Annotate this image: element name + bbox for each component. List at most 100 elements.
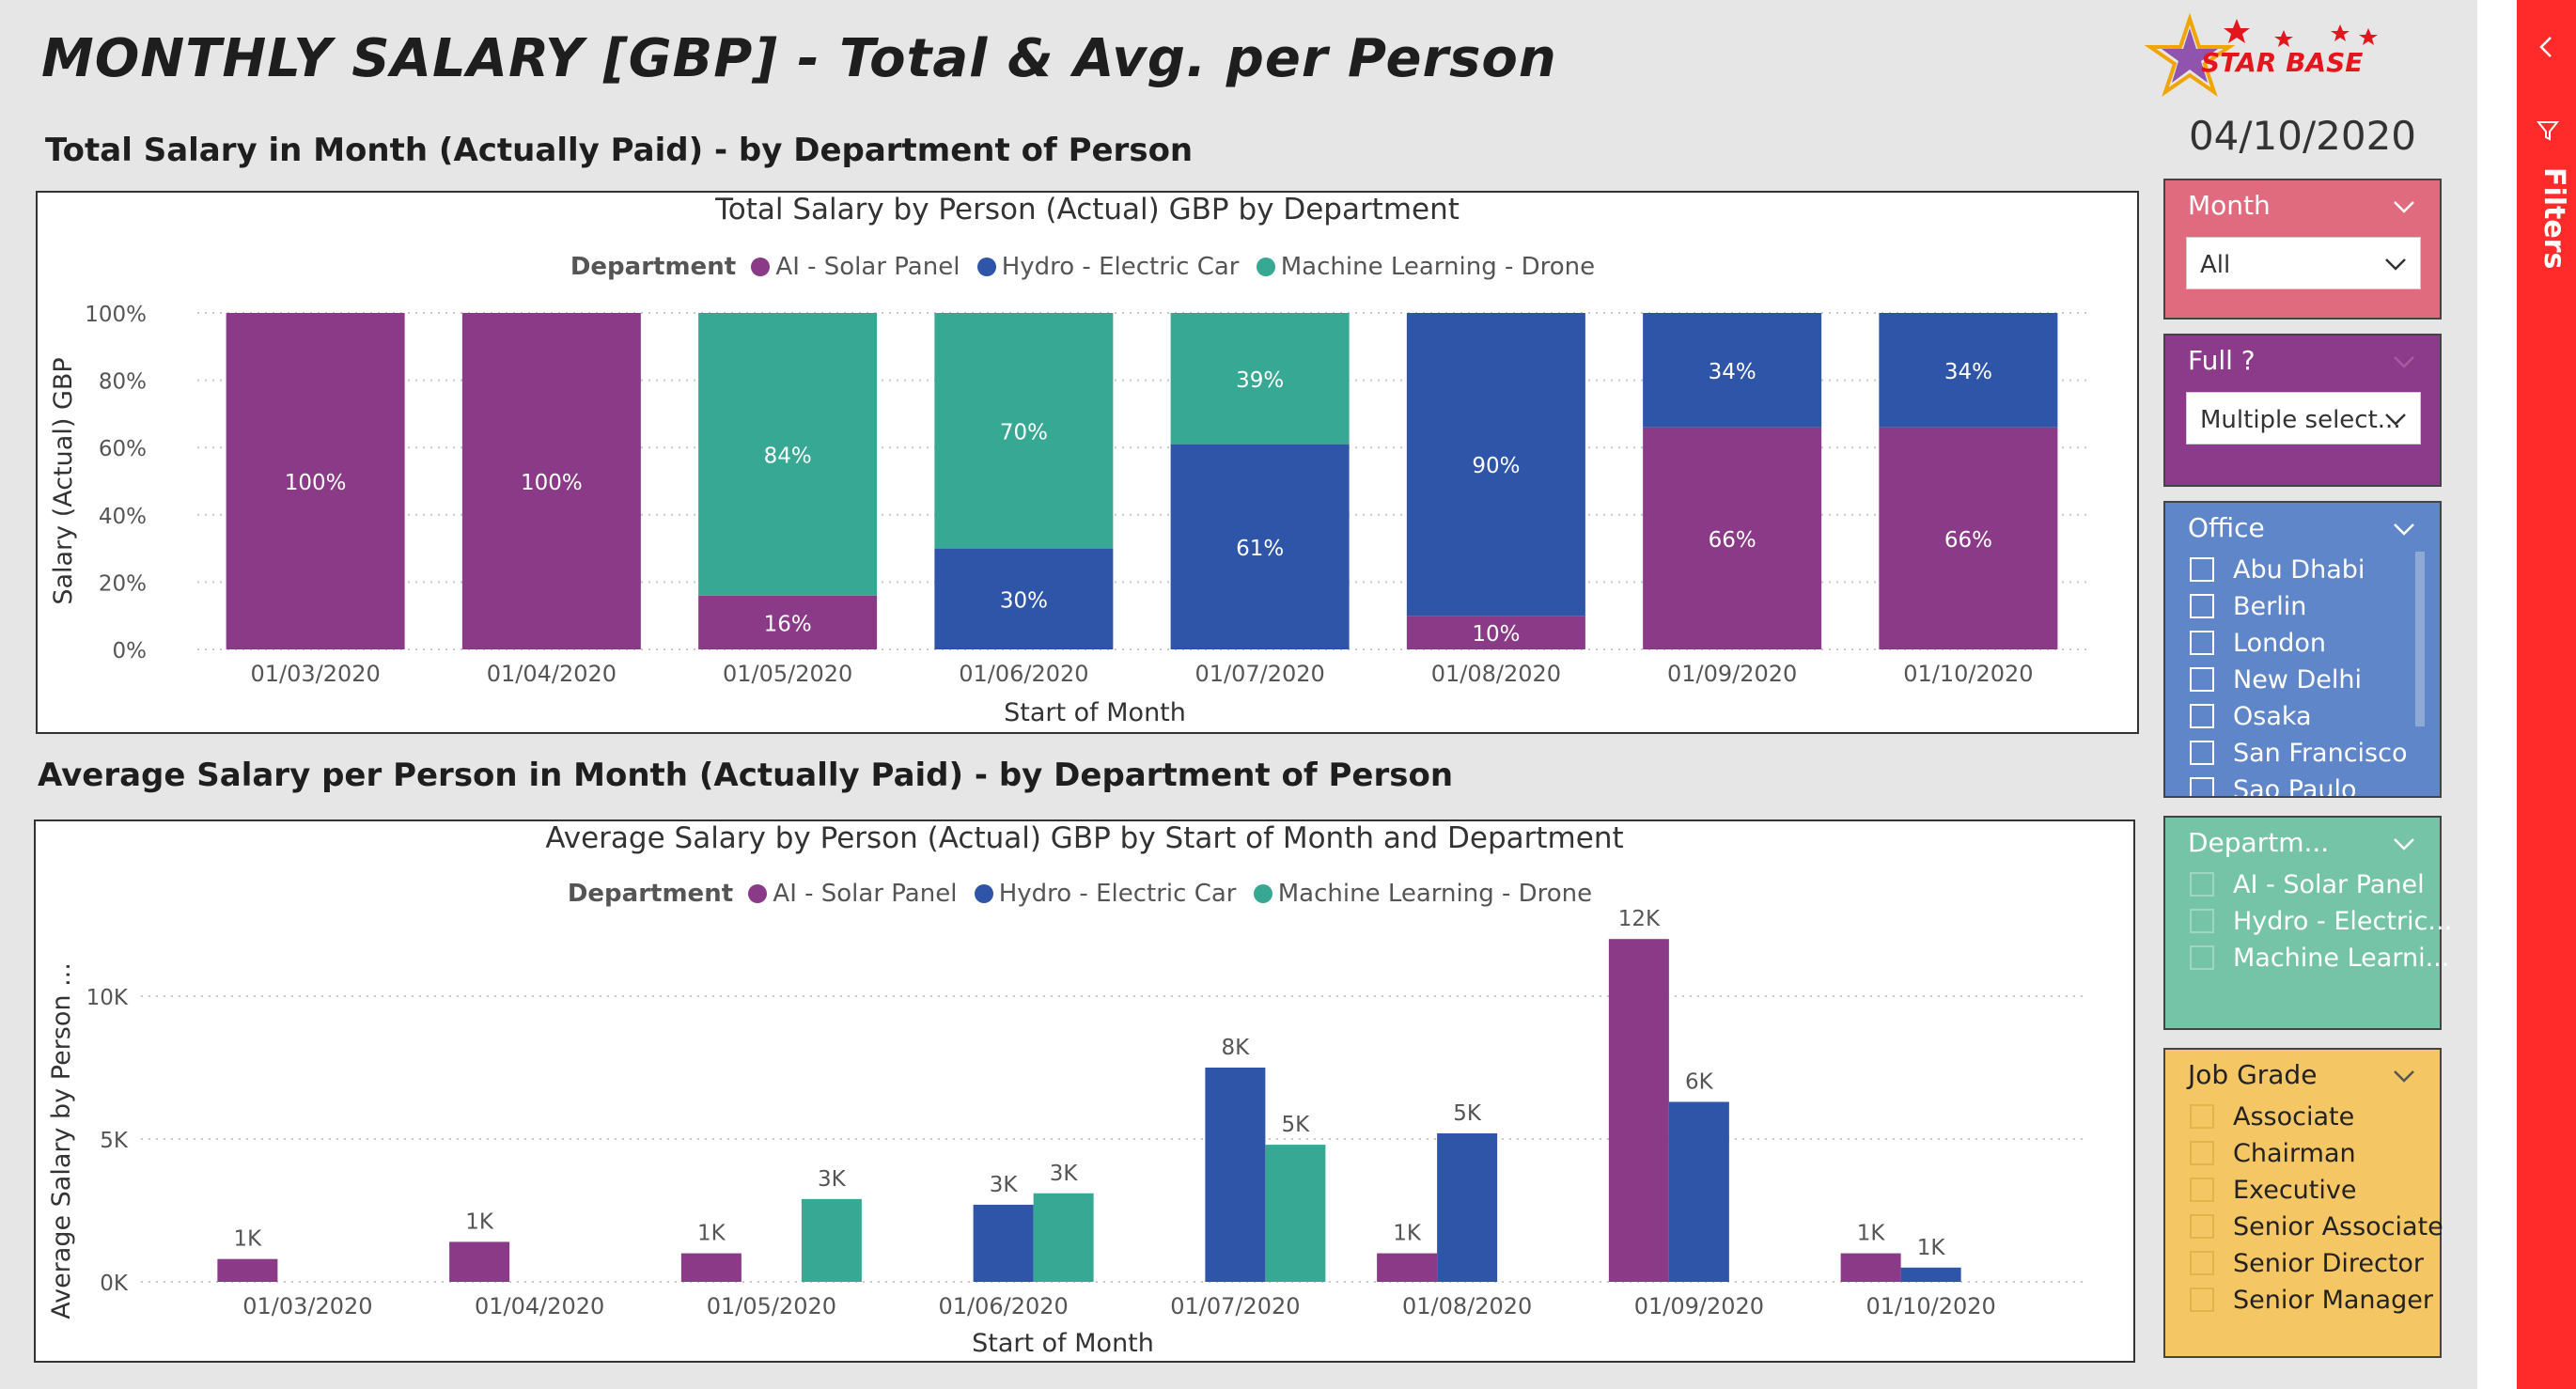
bar-segment (698, 595, 878, 649)
x-tick-label: 01/10/2020 (1903, 661, 2033, 687)
month-dropdown[interactable]: All (2186, 237, 2421, 289)
data-label: 100% (521, 471, 583, 495)
legend-item-hydro: Hydro - Electric Car (976, 253, 1239, 281)
data-label: 70% (1000, 420, 1048, 445)
x-tick-label: 01/09/2020 (1667, 661, 1797, 687)
x-tick-label: 01/04/2020 (487, 661, 617, 687)
office-slicer: Office Abu Dhabi Berlin London New Delhi… (2163, 501, 2442, 798)
job-grade-option[interactable]: Senior Associate (2190, 1212, 2443, 1241)
full-slicer-title: Full ? (2188, 345, 2256, 376)
chevron-down-icon[interactable] (2391, 194, 2417, 220)
office-option[interactable]: Abu Dhabi (2190, 555, 2365, 585)
filters-pane-label[interactable]: Filters (2537, 167, 2570, 270)
office-option[interactable]: Sao Paulo (2190, 775, 2357, 796)
checkbox-icon (2190, 909, 2214, 933)
x-tick-label: 01/04/2020 (475, 1293, 604, 1319)
office-option[interactable]: Osaka (2190, 702, 2312, 731)
chevron-down-icon (2385, 414, 2406, 426)
legend-title: Department (567, 880, 734, 908)
legend-dot-icon (751, 258, 771, 276)
bar (1668, 1101, 1729, 1282)
bar-segment (1170, 444, 1350, 649)
bar (1840, 1253, 1901, 1282)
department-option[interactable]: Hydro - Electric... (2190, 907, 2452, 936)
checkbox-icon (2190, 594, 2214, 618)
chevron-down-icon[interactable] (2391, 1063, 2417, 1089)
job-grade-option[interactable]: Senior Manager (2190, 1286, 2433, 1315)
y-tick-label: 0% (113, 639, 148, 663)
job-grade-option[interactable]: Executive (2190, 1176, 2356, 1205)
bar (1608, 939, 1669, 1282)
chart-title: Total Salary by Person (Actual) GBP by D… (715, 193, 1460, 226)
department-slicer-title: Departm... (2188, 827, 2330, 858)
chevron-down-icon[interactable] (2391, 349, 2417, 375)
checkbox-icon (2190, 1214, 2214, 1239)
y-tick-label: 40% (99, 505, 147, 529)
total-salary-section-title: Total Salary in Month (Actually Paid) - … (45, 132, 1194, 169)
y-tick-label: 5K (100, 1129, 129, 1153)
department-option[interactable]: AI - Solar Panel (2190, 870, 2425, 899)
y-tick-label: 60% (99, 437, 147, 461)
full-dropdown[interactable]: Multiple select... (2186, 392, 2421, 445)
job-grade-option[interactable]: Senior Director (2190, 1249, 2424, 1278)
filters-pane-collapsed[interactable] (2517, 0, 2576, 1389)
data-label: 1K (1857, 1222, 1886, 1246)
checkbox-icon (2190, 777, 2214, 796)
month-slicer-title: Month (2188, 190, 2271, 221)
data-label: 1K (1917, 1236, 1946, 1260)
chevron-left-icon[interactable] (2534, 34, 2560, 60)
checkbox-icon (2190, 741, 2214, 765)
bar-segment (1406, 616, 1585, 649)
checkbox-icon (2190, 667, 2214, 692)
legend-item-ml: Machine Learning - Drone (1253, 880, 1592, 908)
x-tick-label: 01/06/2020 (938, 1293, 1068, 1319)
data-label: 12K (1618, 907, 1661, 931)
total-salary-chart-panel: Total Salary by Person (Actual) GBP by D… (36, 191, 2139, 734)
bar (1033, 1193, 1094, 1282)
data-label: 1K (234, 1227, 263, 1252)
office-option[interactable]: New Delhi (2190, 665, 2362, 694)
x-tick-label: 01/05/2020 (707, 1293, 836, 1319)
bar (449, 1241, 510, 1282)
job-grade-option[interactable]: Chairman (2190, 1139, 2356, 1168)
data-label: 3K (990, 1173, 1019, 1197)
legend-dot-icon (974, 884, 993, 903)
x-tick-label: 01/08/2020 (1402, 1293, 1532, 1319)
starbase-logo: STAR BASE (2143, 9, 2406, 103)
chevron-down-icon[interactable] (2391, 831, 2417, 857)
data-label: 1K (697, 1222, 726, 1246)
bar-segment (1643, 313, 1822, 428)
y-axis-title: Salary (Actual) GBP (49, 357, 78, 604)
data-label: 1K (465, 1210, 494, 1234)
bar-segment (698, 313, 878, 596)
office-option[interactable]: London (2190, 629, 2326, 658)
data-label: 66% (1709, 528, 1756, 553)
avg-salary-chart[interactable]: 0K 5K 10K 1K 01/03/2020 1K 01/04/2020 1K 3K 01/05… (36, 821, 2133, 1361)
job-grade-option[interactable]: Associate (2190, 1102, 2354, 1131)
checkbox-icon (2190, 1288, 2214, 1312)
logo-text: STAR BASE (2201, 47, 2363, 78)
month-slicer: Month All (2163, 179, 2442, 320)
data-label: 100% (285, 471, 347, 495)
office-option[interactable]: Berlin (2190, 592, 2306, 621)
data-label: 3K (818, 1167, 847, 1192)
x-tick-label: 01/03/2020 (242, 1293, 372, 1319)
data-label: 61% (1236, 537, 1284, 561)
department-option[interactable]: Machine Learni... (2190, 944, 2449, 973)
bar (1205, 1068, 1266, 1282)
legend-dot-icon (1253, 884, 1272, 903)
x-tick-label: 01/06/2020 (959, 661, 1088, 687)
data-label: 90% (1472, 454, 1520, 478)
legend-item-ai: AI - Solar Panel (748, 880, 957, 908)
total-salary-chart[interactable]: 0% 20% 40% 60% 80% 100% 100% 01/03/2020 100% 01/0… (38, 193, 2137, 732)
chevron-down-icon[interactable] (2391, 516, 2417, 542)
bar-segment (1879, 313, 2058, 428)
bar (217, 1258, 278, 1282)
checkbox-icon (2190, 1141, 2214, 1165)
bar-segment (934, 313, 1114, 549)
legend-item-ml: Machine Learning - Drone (1256, 253, 1595, 281)
office-option[interactable]: San Francisco (2190, 739, 2407, 768)
data-label: 10% (1472, 622, 1520, 647)
office-scrollbar[interactable] (2415, 552, 2425, 726)
data-label: 1K (1393, 1222, 1422, 1246)
